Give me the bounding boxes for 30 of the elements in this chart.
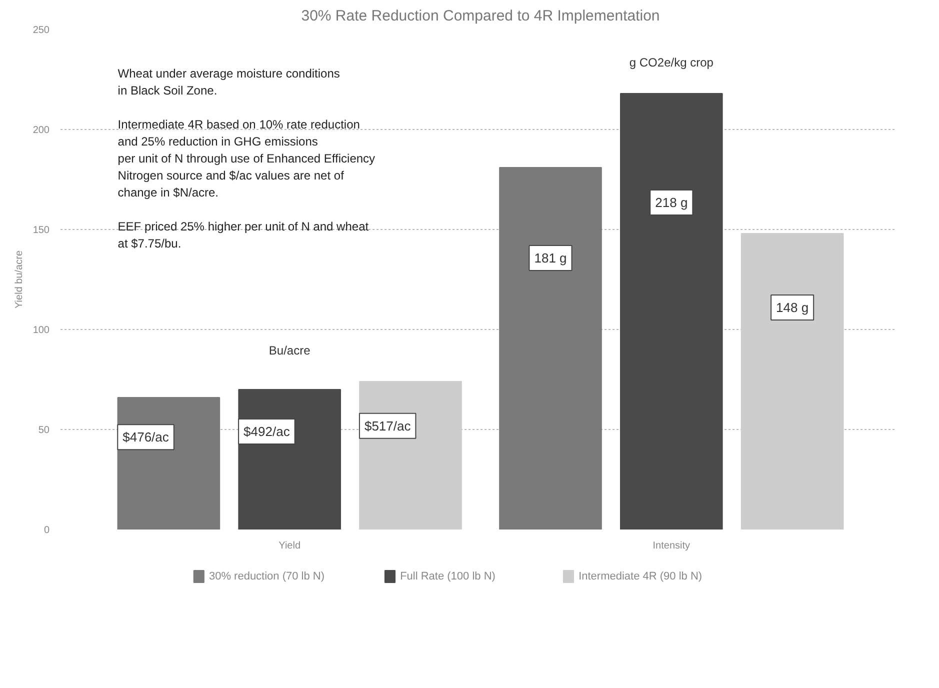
y-tick-label: 150	[32, 225, 50, 236]
x-tick-label: Yield	[278, 540, 301, 552]
legend-label: Intermediate 4R (90 lb N)	[578, 570, 702, 582]
chart-title: 30% Rate Reduction Compared to 4R Implementation	[301, 8, 660, 24]
legend-label: 30% reduction (70 lb N)	[208, 570, 325, 582]
bar	[359, 381, 462, 530]
x-tick-label: Intensity	[652, 540, 690, 552]
bar	[238, 389, 341, 530]
annotation: $476/ac	[122, 430, 170, 445]
annotation: Bu/acre	[268, 344, 311, 358]
y-tick-label: 0	[44, 525, 50, 536]
data-label: 181 g	[534, 250, 567, 266]
annotation: Intermediate 4R based on 10% rate reduction and 25% reduction in GHG emissions per unit of N through use of Enhanced Efficiency Nitrogen source and $/ac values are net of change in $N/acre.	[118, 118, 376, 200]
y-tick-label: 250	[32, 25, 50, 36]
annotation: g CO2e/kg crop	[629, 56, 714, 70]
annotation: Wheat under average moisture conditions in Black Soil Zone.	[118, 66, 340, 98]
y-tick-label: 50	[38, 425, 50, 436]
legend-label: Full Rate (100 lb N)	[400, 570, 496, 582]
bar	[740, 233, 844, 530]
data-label: 148 g	[776, 300, 809, 315]
data-label: 218 g	[655, 195, 688, 210]
annotation: $492/ac	[244, 424, 290, 439]
annotation: $517/ac	[364, 418, 412, 434]
bar	[499, 167, 602, 530]
bar	[117, 397, 220, 530]
y-tick-label: 100	[32, 325, 50, 336]
annotation: EEF priced 25% higher per unit of N and wheat at $7.75/bu.	[118, 220, 370, 250]
y-axis-title: Yield bu/acre	[14, 250, 25, 308]
bar	[620, 93, 723, 530]
y-tick-label: 200	[32, 125, 50, 136]
